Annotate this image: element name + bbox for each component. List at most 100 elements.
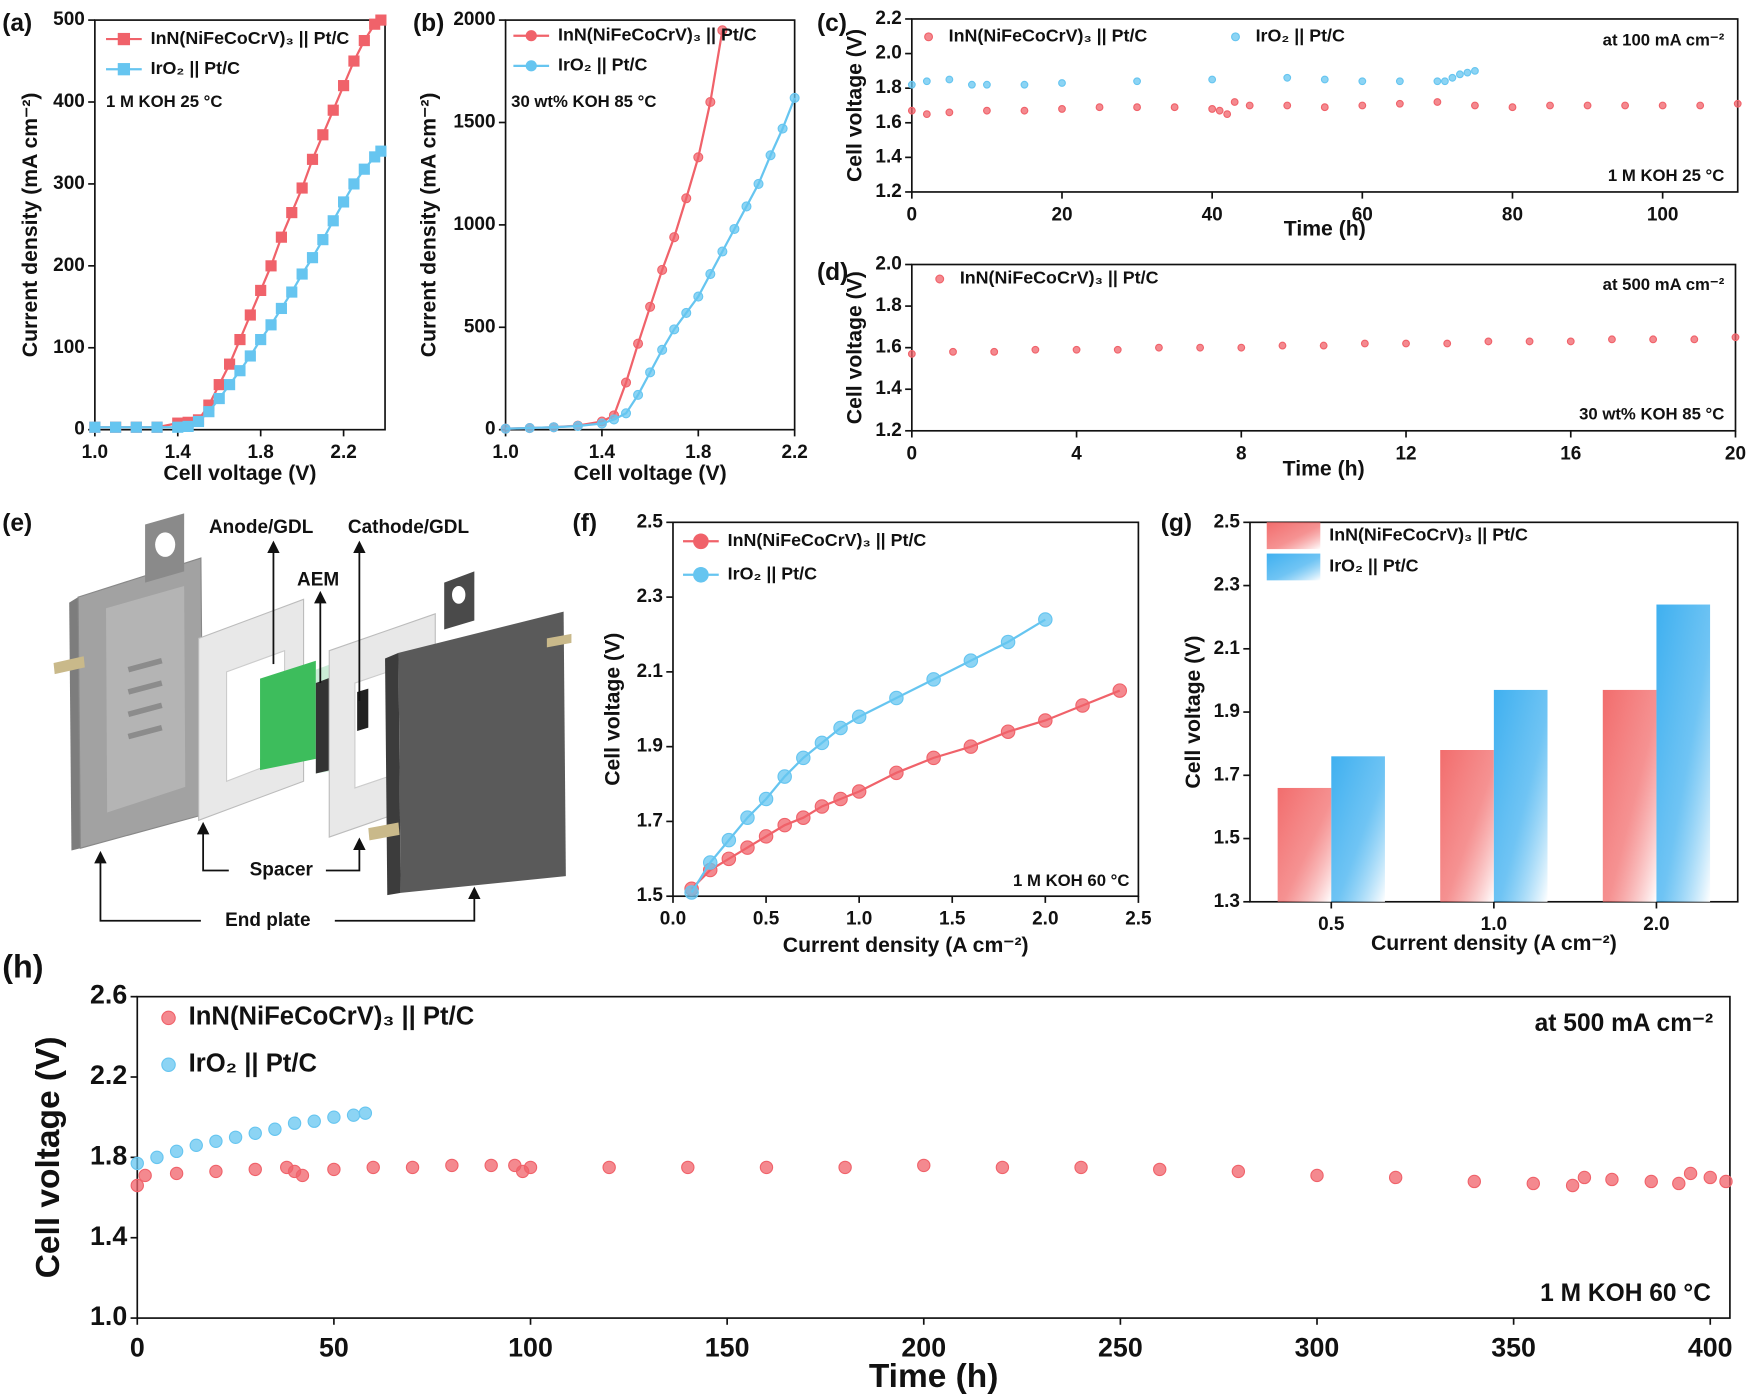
legend-marker — [1231, 32, 1240, 42]
data-point — [669, 232, 680, 243]
data-point — [1358, 101, 1367, 110]
data-point — [405, 1160, 420, 1175]
data-point — [317, 129, 329, 141]
data-point — [1448, 73, 1457, 82]
data-point — [286, 286, 298, 298]
data-point — [889, 690, 904, 706]
y-tick-label: 1.2 — [875, 181, 901, 202]
y-tick-label: 0 — [74, 419, 85, 440]
data-point — [296, 268, 308, 280]
data-point — [645, 301, 656, 312]
data-point — [1112, 683, 1128, 698]
data-point — [1719, 1174, 1733, 1189]
data-point — [213, 379, 225, 391]
data-point — [608, 414, 620, 425]
annotation: at 100 mA cm⁻² — [1603, 31, 1725, 50]
data-point — [1696, 101, 1705, 110]
panel-label: (f) — [573, 510, 598, 537]
data-point — [1402, 339, 1410, 348]
data-point — [1170, 103, 1179, 112]
y-tick-label: 2.6 — [90, 980, 127, 1010]
data-point — [777, 123, 788, 134]
y-tick-label: 2.2 — [90, 1060, 127, 1090]
data-point — [945, 75, 954, 84]
legend-marker — [117, 32, 131, 46]
data-point — [296, 182, 308, 194]
data-point — [1683, 1166, 1698, 1181]
x-tick-label: 200 — [901, 1332, 946, 1362]
legend-marker — [161, 1010, 176, 1026]
x-tick-label: 20 — [1725, 443, 1746, 464]
data-line — [94, 150, 382, 429]
data-point — [1395, 77, 1404, 86]
bolt — [368, 822, 400, 841]
legend-swatch — [1266, 522, 1321, 550]
data-point — [1278, 341, 1287, 350]
chart-panel: (b) 0 500 1000 1500 2000 1.0 1.4 1.8 2.2 Cell volt… — [413, 9, 808, 485]
data-point — [1320, 103, 1329, 112]
data-point — [669, 324, 680, 335]
data-point — [717, 246, 728, 257]
data-point — [796, 750, 811, 766]
data-point — [375, 145, 387, 157]
data-point — [358, 34, 370, 47]
data-point — [1310, 1168, 1324, 1183]
data-point — [851, 709, 867, 724]
data-point — [287, 1116, 302, 1130]
panel-label: (e) — [2, 510, 32, 537]
panel-label: (b) — [413, 10, 444, 37]
data-point — [1113, 345, 1122, 354]
callouts — [94, 540, 481, 922]
data-point — [758, 791, 774, 807]
data-point — [169, 1144, 184, 1159]
x-tick-label: 2.5 — [1125, 909, 1152, 930]
x-tick-label: 80 — [1502, 204, 1523, 225]
x-tick-label: 0.5 — [753, 909, 780, 930]
annotation: 30 wt% KOH 85 °C — [1579, 405, 1724, 424]
data-point — [1526, 1176, 1540, 1191]
data-point — [1020, 106, 1029, 115]
y-tick-label: 0 — [485, 419, 496, 440]
data-point — [740, 810, 755, 825]
data-point — [1020, 80, 1029, 89]
data-point — [702, 855, 718, 870]
data-point — [1208, 75, 1217, 84]
data-point — [777, 769, 792, 784]
data-point — [348, 178, 360, 190]
y-axis-title: Cell voltage (V) — [1182, 636, 1205, 789]
y-axis-title: Cell voltage (V) — [844, 29, 867, 182]
bar — [1493, 689, 1548, 902]
data-point — [244, 309, 256, 321]
y-tick-label: 1.4 — [90, 1221, 127, 1251]
data-point — [907, 106, 916, 115]
data-point — [693, 152, 704, 163]
y-axis-title: Cell voltage (V) — [844, 271, 867, 424]
data-point — [833, 720, 848, 736]
x-tick-label: 350 — [1491, 1332, 1536, 1362]
data-point — [889, 765, 904, 781]
diagram-label: End plate — [225, 910, 310, 931]
data-point — [1731, 333, 1740, 342]
data-point — [268, 1122, 282, 1136]
data-point — [705, 96, 716, 108]
legend-marker — [693, 533, 709, 550]
legend-marker — [525, 30, 537, 42]
data-point — [681, 193, 692, 204]
legend-label: InN(NiFeCoCrV)₃ || Pt/C — [189, 1003, 475, 1031]
data-point — [633, 338, 644, 349]
chart-panel: (f) 1.5 1.7 1.9 2.1 2.3 2.5 0.0 0.5 1.0 1.5 2.0 2.5 C… — [573, 510, 1152, 957]
x-tick-label: 2.2 — [330, 442, 356, 463]
data-point — [375, 14, 387, 26]
data-point — [130, 1156, 144, 1171]
data-point — [789, 92, 800, 103]
data-point — [1508, 103, 1517, 112]
legend-label: InN(NiFeCoCrV)₃ || Pt/C — [1329, 524, 1528, 544]
data-point — [1319, 341, 1328, 350]
y-tick-label: 1.2 — [875, 420, 901, 441]
plate-side — [385, 652, 401, 896]
y-tick-label: 1.3 — [1214, 891, 1240, 912]
data-point — [151, 421, 163, 433]
plot-frame — [672, 521, 1140, 898]
x-tick-label: 1.5 — [939, 909, 966, 930]
y-tick-label: 400 — [53, 91, 85, 112]
